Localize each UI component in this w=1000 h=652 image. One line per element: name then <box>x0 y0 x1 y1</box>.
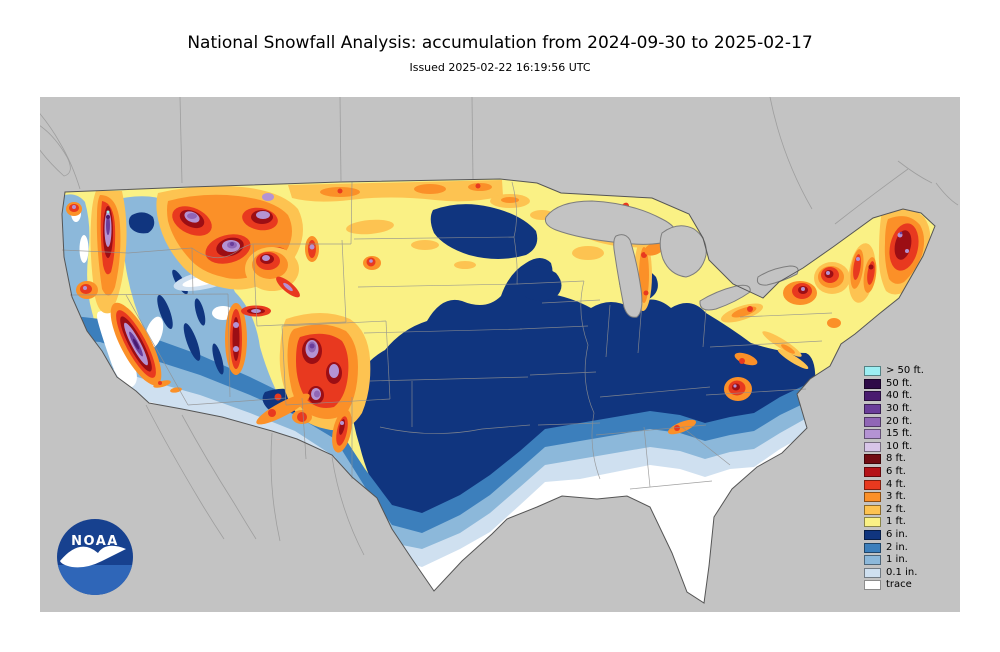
lake-michigan <box>613 234 643 318</box>
legend-row: 4 ft. <box>864 478 924 491</box>
legend-color-swatch <box>864 555 881 566</box>
legend-label: trace <box>886 579 912 591</box>
legend-color-swatch <box>864 404 881 415</box>
page-title: National Snowfall Analysis: accumulation… <box>187 33 813 53</box>
great-lakes <box>545 200 799 318</box>
legend-row: 2 ft. <box>864 504 924 517</box>
legend-color-swatch <box>864 467 881 478</box>
legend-label: 3 ft. <box>886 491 906 503</box>
legend-row: 0.1 in. <box>864 567 924 580</box>
legend-label: 50 ft. <box>886 377 913 389</box>
legend-row: 40 ft. <box>864 390 924 403</box>
legend-row: 1 ft. <box>864 516 924 529</box>
legend-label: 0.1 in. <box>886 566 918 578</box>
map-panel: NOAA > 50 ft. 50 ft. 40 ft. 30 ft. 20 ft… <box>40 97 960 612</box>
legend-row: 8 ft. <box>864 453 924 466</box>
legend-color-swatch <box>864 580 881 591</box>
state-borders <box>61 181 833 490</box>
legend-row: 6 in. <box>864 529 924 542</box>
legend-label: 15 ft. <box>886 428 913 440</box>
legend-row: 15 ft. <box>864 428 924 441</box>
legend-color-swatch <box>864 378 881 389</box>
legend-label: > 50 ft. <box>886 365 924 377</box>
legend-label: 6 ft. <box>886 466 906 478</box>
legend-row: trace <box>864 579 924 592</box>
issued-timestamp: Issued 2025-02-22 16:19:56 UTC <box>409 61 591 74</box>
legend-label: 20 ft. <box>886 415 913 427</box>
legend-color-swatch <box>864 479 881 490</box>
legend-label: 30 ft. <box>886 403 913 415</box>
legend-color-swatch <box>864 366 881 377</box>
us-outline <box>61 178 936 604</box>
snowfall-legend: > 50 ft. 50 ft. 40 ft. 30 ft. 20 ft. 15 … <box>864 365 924 592</box>
legend-label: 2 in. <box>886 541 908 553</box>
legend-row: 3 ft. <box>864 491 924 504</box>
legend-row: 50 ft. <box>864 378 924 391</box>
lake-huron <box>659 225 707 278</box>
legend-label: 4 ft. <box>886 478 906 490</box>
legend-color-swatch <box>864 416 881 427</box>
legend-color-swatch <box>864 429 881 440</box>
legend-row: 10 ft. <box>864 441 924 454</box>
legend-label: 10 ft. <box>886 440 913 452</box>
legend-label: 1 in. <box>886 554 908 566</box>
legend-label: 8 ft. <box>886 453 906 465</box>
canada-borders <box>40 97 959 225</box>
legend-row: 30 ft. <box>864 403 924 416</box>
legend-row: 20 ft. <box>864 415 924 428</box>
legend-label: 2 ft. <box>886 503 906 515</box>
legend-row: 6 ft. <box>864 466 924 479</box>
legend-row: 2 in. <box>864 541 924 554</box>
legend-label: 6 in. <box>886 529 908 541</box>
legend-color-swatch <box>864 492 881 503</box>
legend-row: > 50 ft. <box>864 365 924 378</box>
noaa-logo-text: NOAA <box>71 534 119 549</box>
legend-color-swatch <box>864 441 881 452</box>
legend-label: 1 ft. <box>886 516 906 528</box>
legend-color-swatch <box>864 454 881 465</box>
legend-label: 40 ft. <box>886 390 913 402</box>
mexico-borders <box>145 404 365 556</box>
legend-row: 1 in. <box>864 554 924 567</box>
legend-color-swatch <box>864 517 881 528</box>
legend-color-swatch <box>864 530 881 541</box>
legend-color-swatch <box>864 391 881 402</box>
legend-color-swatch <box>864 504 881 515</box>
us-snowfall-map: NOAA <box>40 97 960 612</box>
legend-color-swatch <box>864 567 881 578</box>
lake-ontario <box>756 265 799 286</box>
legend-color-swatch <box>864 542 881 553</box>
